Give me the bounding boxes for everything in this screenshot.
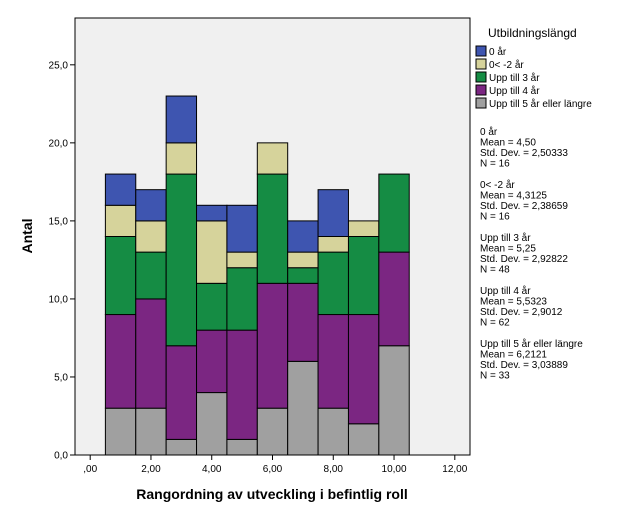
x-tick-label: 12,00 <box>442 464 467 475</box>
bar-segment <box>378 345 410 456</box>
bar-segment <box>317 236 349 253</box>
bar-segment <box>378 173 410 253</box>
bar-segment <box>287 220 319 253</box>
bar-segment <box>196 220 228 284</box>
bar-segment <box>104 204 137 238</box>
y-tick-label: 5,0 <box>54 372 68 383</box>
bar-segment <box>347 220 380 237</box>
bar-segment <box>165 438 198 456</box>
legend-title: Utbildningslängd <box>488 26 577 40</box>
y-tick-label: 15,0 <box>49 216 69 227</box>
bar-segment <box>135 251 167 300</box>
y-axis-title: Antal <box>19 219 35 254</box>
bar-segment <box>135 407 167 456</box>
bar-segment <box>226 329 258 440</box>
bar-segment <box>317 407 349 456</box>
bar-segment <box>104 236 137 316</box>
bar-segment <box>196 392 228 456</box>
stat-line: Std. Dev. = 2,38659 <box>480 201 568 212</box>
x-axis-title: Rangordning av utveckling i befintlig ro… <box>136 486 407 502</box>
stat-line: Upp till 5 år eller längre <box>480 338 583 350</box>
legend-label: Upp till 5 år eller längre <box>489 98 592 110</box>
stat-line: Mean = 6,2121 <box>480 350 547 361</box>
stat-line: N = 48 <box>480 265 510 276</box>
stat-line: N = 62 <box>480 318 510 329</box>
legend-swatch <box>475 71 487 83</box>
y-tick-label: 20,0 <box>49 138 69 149</box>
stat-line: N = 33 <box>480 371 510 382</box>
y-tick-label: 25,0 <box>49 60 69 71</box>
bar-segment <box>347 314 380 425</box>
stat-line: N = 16 <box>480 212 510 223</box>
stat-line: Std. Dev. = 3,03889 <box>480 360 568 371</box>
stat-line: Upp till 3 år <box>480 232 531 244</box>
bar-segment <box>135 220 167 253</box>
bar-segment <box>287 267 319 284</box>
stat-line: Mean = 4,50 <box>480 138 536 149</box>
x-tick-label: 10,00 <box>382 464 407 475</box>
bar-segment <box>196 282 228 331</box>
legend-swatch <box>475 84 487 96</box>
legend-label: 0 år <box>489 46 507 58</box>
stat-line: Mean = 5,25 <box>480 244 536 255</box>
bar-group <box>104 95 410 456</box>
stat-line: Mean = 4,3125 <box>480 191 547 202</box>
bar-segment <box>347 236 380 316</box>
bar-segment <box>287 282 319 362</box>
stat-line: 0 år <box>480 126 498 138</box>
stat-line: Std. Dev. = 2,50333 <box>480 148 568 159</box>
bar-segment <box>165 95 198 144</box>
legend-swatch <box>475 97 487 109</box>
legend-swatch <box>475 58 487 70</box>
bar-segment <box>196 329 228 394</box>
legend-label: Upp till 3 år <box>489 72 540 84</box>
bar-segment <box>317 314 349 409</box>
x-tick-label: ,00 <box>83 464 97 475</box>
bar-segment <box>256 142 289 175</box>
bar-segment <box>165 173 198 347</box>
legend-label: Upp till 4 år <box>489 85 540 97</box>
legend-swatch <box>475 45 487 57</box>
bar-segment <box>317 189 349 238</box>
stat-line: 0< -2 år <box>480 179 515 191</box>
bar-segment <box>256 407 289 456</box>
stat-line: N = 16 <box>480 159 510 170</box>
bar-segment <box>104 173 137 206</box>
bar-segment <box>104 407 137 456</box>
stat-line: Std. Dev. = 2,92822 <box>480 254 568 265</box>
bar-segment <box>226 267 258 331</box>
x-tick-label: 2,00 <box>141 464 161 475</box>
x-tick-label: 6,00 <box>263 464 283 475</box>
bar-segment <box>287 251 319 269</box>
legend-label: 0< -2 år <box>489 59 524 71</box>
bar-segment <box>256 173 289 284</box>
stat-line: Upp till 4 år <box>480 285 531 297</box>
bar-segment <box>317 251 349 316</box>
bar-segment <box>165 345 198 440</box>
bar-segment <box>347 423 380 456</box>
stat-line: Std. Dev. = 2,9012 <box>480 307 563 318</box>
bar-segment <box>165 142 198 175</box>
bar-segment <box>196 204 228 222</box>
bar-segment <box>287 360 319 456</box>
bar-segment <box>226 204 258 253</box>
y-tick-label: 0,0 <box>54 451 68 462</box>
bar-segment <box>256 282 289 409</box>
bar-segment <box>135 189 167 222</box>
bar-segment <box>226 251 258 269</box>
x-tick-label: 4,00 <box>202 464 222 475</box>
axes: 0,0 5,0 10,0 15,0 20,0 25,0 ,00 2,00 4,00 6,00 8,0… <box>49 60 468 475</box>
bar-segment <box>135 298 167 409</box>
x-tick-label: 8,00 <box>324 464 344 475</box>
bar-segment <box>104 314 137 409</box>
stat-line: Mean = 5,5323 <box>480 297 547 308</box>
bar-segment <box>378 251 410 347</box>
y-tick-label: 10,0 <box>49 294 69 305</box>
bar-segment <box>226 438 258 456</box>
